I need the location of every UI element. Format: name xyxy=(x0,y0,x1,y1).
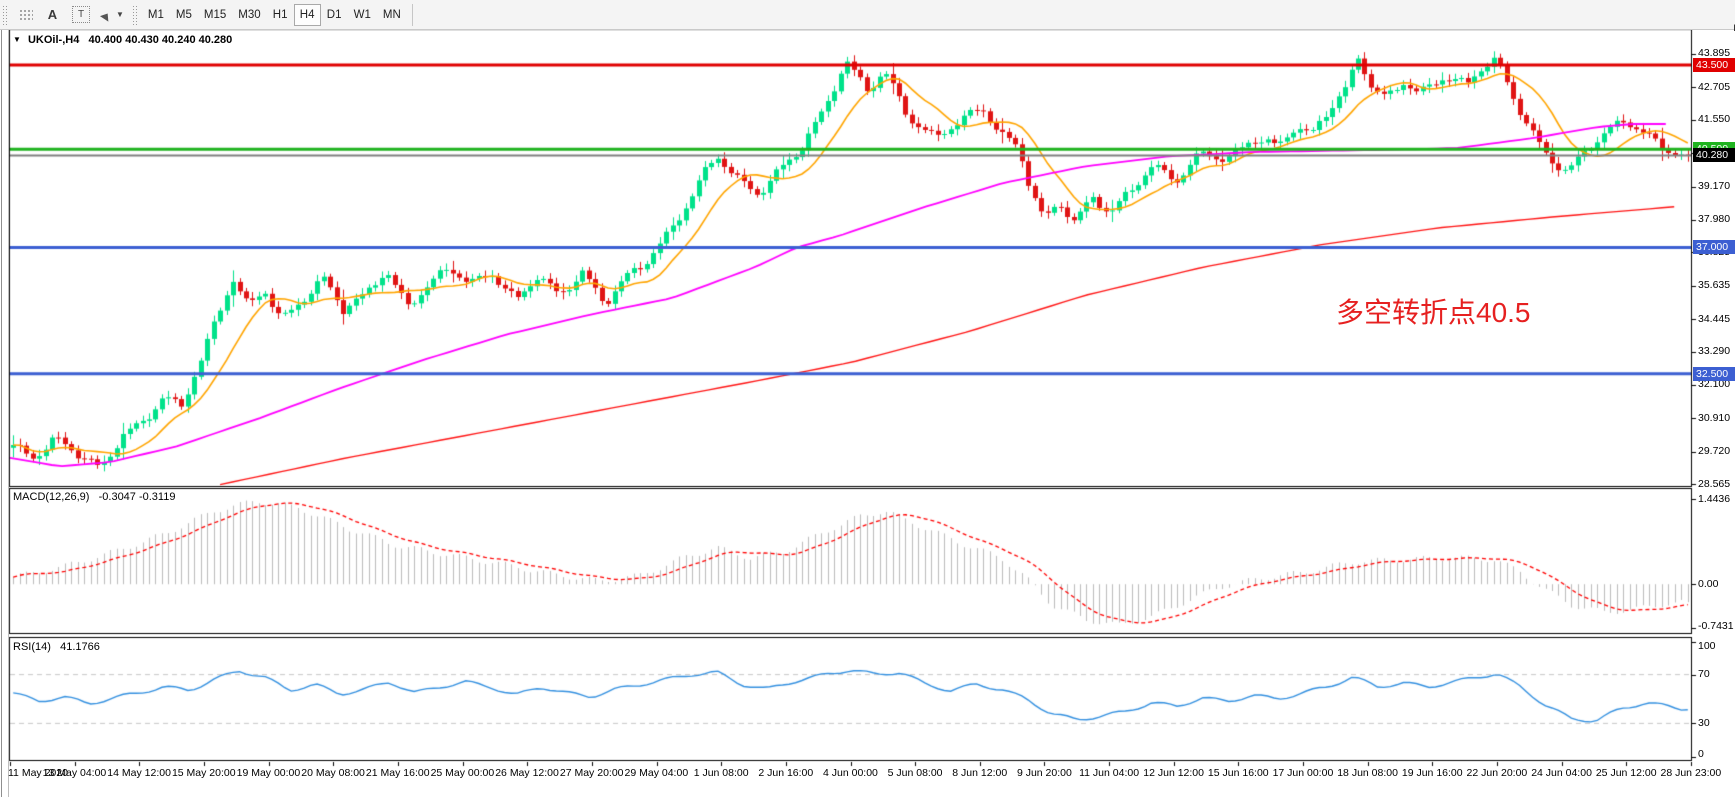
price-tick-label: 32.100 xyxy=(1698,378,1731,391)
time-axis-label: 27 May 20:00 xyxy=(559,767,624,779)
price-tick-label: 29.720 xyxy=(1698,445,1731,458)
chart-annotation-text: 多空转折点40.5 xyxy=(1336,297,1531,328)
time-axis-label: 20 May 08:00 xyxy=(301,767,365,779)
arrow-shapes-icon xyxy=(99,7,115,22)
timeframe-H4[interactable]: H4 xyxy=(293,3,321,26)
time-axis-label: 24 Jun 04:00 xyxy=(1531,767,1592,779)
price-badge-43.500: 43.500 xyxy=(1693,58,1735,73)
time-axis-label: 12 Jun 12:00 xyxy=(1143,767,1204,779)
text-label-tool-button[interactable]: T xyxy=(67,3,95,26)
rsi-tick-label: 100 xyxy=(1698,639,1716,652)
window-border-left-inner xyxy=(8,29,9,797)
timeframe-M5[interactable]: M5 xyxy=(170,4,198,26)
time-axis-label: 15 Jun 16:00 xyxy=(1207,767,1269,779)
dropdown-caret-icon: ▼ xyxy=(116,10,124,19)
macd-values: -0.3047 -0.3119 xyxy=(98,491,176,503)
price-tick-label: 42.705 xyxy=(1698,80,1731,93)
timeframe-M1[interactable]: M1 xyxy=(142,4,170,26)
time-axis-label: 25 May 00:00 xyxy=(430,767,495,779)
time-axis-label: 19 Jun 16:00 xyxy=(1401,767,1463,779)
time-axis-label: 28 Jun 23:00 xyxy=(1660,767,1722,779)
time-axis-label: 22 Jun 20:00 xyxy=(1466,767,1528,779)
time-axis-label: 15 May 20:00 xyxy=(171,767,236,779)
timeframe-toolbar-drag-handle[interactable] xyxy=(131,4,139,25)
chart-title: ▼ UKOil-,H4 40.400 40.430 40.240 40.280 xyxy=(13,34,232,46)
price-badge-32.500: 32.500 xyxy=(1693,366,1735,381)
time-axis-label: 29 May 04:00 xyxy=(624,767,689,779)
price-tick-label: 35.635 xyxy=(1698,279,1731,292)
rsi-indicator-label: RSI(14) 41.1766 xyxy=(13,641,100,653)
chart-symbol: UKOil-,H4 xyxy=(27,34,80,46)
price-tick-label: 43.895 xyxy=(1698,47,1731,60)
macd-tick-label: 1.4436 xyxy=(1698,492,1731,505)
chart-ohlc-values: 40.400 40.430 40.240 40.280 xyxy=(88,34,233,46)
rsi-tick-label: 0 xyxy=(1698,747,1704,760)
time-axis-label: 17 Jun 00:00 xyxy=(1272,767,1334,779)
time-axis-label: 26 May 12:00 xyxy=(495,767,559,779)
arrows-tool-button[interactable]: ▼ xyxy=(97,3,129,26)
rsi-value: 41.1766 xyxy=(60,641,100,653)
time-axis-label: 21 May 16:00 xyxy=(365,767,430,779)
time-axis-label: 2 Jun 16:00 xyxy=(758,767,814,779)
toolbar-separator xyxy=(411,3,413,26)
price-badge-37.000: 37.000 xyxy=(1693,240,1735,255)
fibonacci-f-label: F xyxy=(1734,23,1735,33)
time-axis-label: 18 Jun 08:00 xyxy=(1337,767,1398,779)
toolbar-drag-handle[interactable] xyxy=(2,4,9,25)
timeframe-M30[interactable]: M30 xyxy=(232,4,266,26)
chevron-down-icon[interactable]: ▼ xyxy=(13,35,21,44)
time-axis-label: 8 Jun 12:00 xyxy=(952,767,1008,779)
time-axis-label: 9 Jun 20:00 xyxy=(1016,767,1072,779)
time-axis-label: 14 May 12:00 xyxy=(107,767,171,779)
rsi-tick-label: 70 xyxy=(1698,668,1710,681)
time-axis-label: 5 Jun 08:00 xyxy=(887,767,943,779)
time-axis-label: 4 Jun 00:00 xyxy=(823,767,878,779)
price-tick-label: 28.565 xyxy=(1698,477,1731,490)
time-axis-label: 13 May 04:00 xyxy=(42,767,107,779)
time-axis-label: 19 May 00:00 xyxy=(236,767,301,779)
price-tick-label: 30.910 xyxy=(1698,411,1731,424)
macd-indicator-label: MACD(12,26,9) -0.3047 -0.3119 xyxy=(13,491,176,503)
price-tick-label: 34.445 xyxy=(1698,312,1731,325)
timeframe-button-group: M1 M5 M15 M30 H1 H4 D1 W1 MN xyxy=(142,3,407,26)
price-badge-40.280: 40.280 xyxy=(1693,148,1735,163)
window-border-left xyxy=(1,29,2,797)
price-tick-label: 37.980 xyxy=(1698,213,1731,226)
timeframe-MN[interactable]: MN xyxy=(377,4,407,26)
text-tool-button[interactable]: A xyxy=(40,3,65,26)
timeframe-D1[interactable]: D1 xyxy=(321,4,348,26)
price-tick-label: 41.550 xyxy=(1698,113,1731,126)
text-box-icon: T xyxy=(72,6,90,23)
timeframe-M15[interactable]: M15 xyxy=(198,4,232,26)
fibonacci-tool-button[interactable]: F xyxy=(13,3,1735,33)
time-axis-label: 11 May 2020 xyxy=(8,767,68,779)
price-tick-label: 39.170 xyxy=(1698,180,1731,193)
text-a-icon: A xyxy=(47,7,58,22)
rsi-tick-label: 30 xyxy=(1698,716,1710,729)
time-axis-label: 11 Jun 04:00 xyxy=(1079,767,1140,779)
macd-tick-label: 0.00 xyxy=(1698,577,1719,590)
fibonacci-grid-icon xyxy=(18,8,33,21)
price-tick-label: 33.290 xyxy=(1698,345,1731,358)
time-axis-label: 25 Jun 12:00 xyxy=(1595,767,1657,779)
macd-tick-label: -0.7431 xyxy=(1698,619,1734,632)
timeframe-H1[interactable]: H1 xyxy=(267,4,294,26)
time-axis-label: 1 Jun 08:00 xyxy=(693,767,749,779)
timeframe-W1[interactable]: W1 xyxy=(348,4,377,26)
